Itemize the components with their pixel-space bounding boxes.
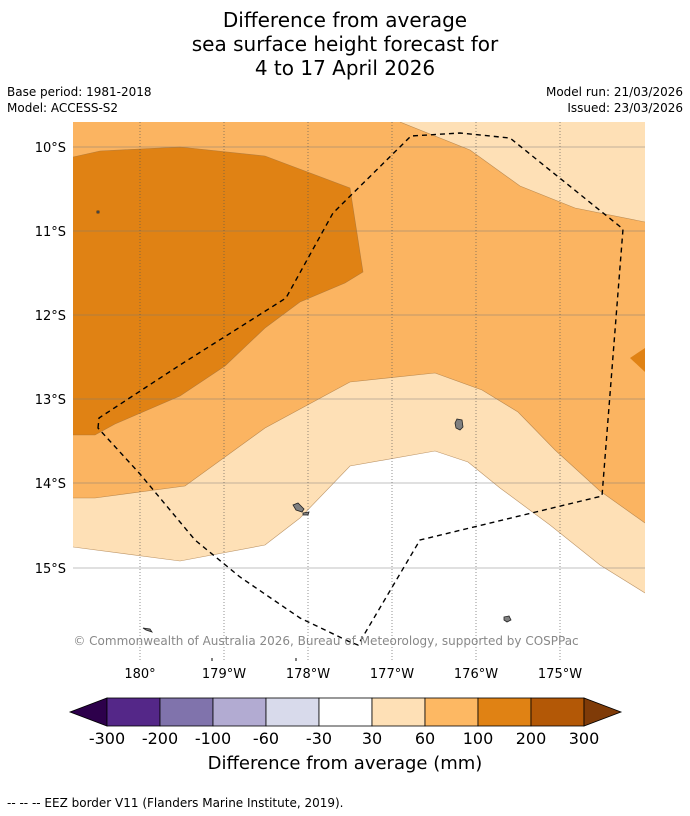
lat-label: 13°S: [35, 393, 66, 408]
lon-label: 178°W: [286, 667, 330, 682]
map-figure: © Commonwealth of Australia 2026, Bureau…: [35, 122, 645, 748]
island-tiny: [96, 210, 100, 214]
island-east: [454, 418, 464, 431]
lon-ticks: [211, 658, 297, 661]
lon-label: 179°W: [202, 667, 246, 682]
title-line-3: 4 to 17 April 2026: [254, 56, 436, 80]
colorbar: [68, 697, 623, 727]
title-line-1: Difference from average: [222, 8, 468, 32]
colorbar-tick: 60: [415, 729, 435, 748]
colorbar-low-extend: [68, 697, 108, 727]
colorbar-tick: -200: [142, 729, 178, 748]
eez-legend: -- -- -- EEZ border V11 (Flanders Marine…: [7, 796, 344, 810]
colorbar-tick: 200: [516, 729, 547, 748]
colorbar-swatch: [159, 697, 214, 727]
lat-label: 14°S: [35, 477, 66, 492]
colorbar-swatch: [318, 697, 373, 727]
lon-label: 180°: [124, 667, 155, 682]
copyright-text: © Commonwealth of Australia 2026, Bureau…: [73, 634, 578, 648]
lat-label: 10°S: [35, 141, 66, 156]
island-central: [292, 502, 305, 513]
model-run: Model run: 21/03/2026: [545, 85, 683, 99]
lat-label: 15°S: [35, 562, 66, 577]
lon-label: 177°W: [370, 667, 414, 682]
colorbar-tick: -300: [89, 729, 125, 748]
contour-lines: [73, 122, 645, 594]
colorbar-high-extend: [583, 697, 623, 727]
meta-left: Base period: 1981-2018 Model: ACCESS-S2: [7, 84, 152, 116]
lat-label: 12°S: [35, 309, 66, 324]
band-100-200-right: [630, 348, 645, 372]
colorbar-swatch: [371, 697, 426, 727]
title-line-2: sea surface height forecast for: [191, 32, 499, 56]
meta-right: Model run: 21/03/2026 Issued: 23/03/2026: [546, 84, 683, 116]
map-area: [73, 122, 645, 660]
colorbar-tick: 100: [463, 729, 494, 748]
colorbar-title: Difference from average (mm): [207, 753, 483, 774]
issued-date: Issued: 23/03/2026: [567, 101, 683, 115]
lon-label: 176°W: [454, 667, 498, 682]
islands: [96, 210, 512, 633]
model-name: Model: ACCESS-S2: [7, 101, 119, 115]
colorbar-tick: -100: [195, 729, 231, 748]
lon-labels: 180° 179°W 178°W 177°W 176°W 175°W: [124, 667, 582, 682]
lat-label: 11°S: [35, 225, 66, 240]
island-central-small: [302, 511, 310, 516]
eez-border: [97, 132, 624, 646]
colorbar-swatch: [106, 697, 161, 727]
base-period: Base period: 1981-2018: [7, 85, 152, 99]
colorbar-ticks: -300 -200 -100 -60 -30 30 60 100 200 300: [89, 729, 599, 748]
colorbar-swatch: [477, 697, 532, 727]
colorbar-swatch: [265, 697, 320, 727]
island-south: [503, 615, 512, 623]
colorbar-tick: -30: [306, 729, 332, 748]
colorbar-tick: -60: [253, 729, 279, 748]
colorbar-tick: 300: [569, 729, 600, 748]
colorbar-swatch: [212, 697, 267, 727]
island-southwest: [142, 627, 153, 633]
colorbar-tick: 30: [362, 729, 382, 748]
lon-label: 175°W: [538, 667, 582, 682]
chart-title: Difference from average sea surface heig…: [0, 8, 690, 80]
colorbar-swatch: [530, 697, 585, 727]
colorbar-swatch: [424, 697, 479, 727]
lat-labels: 10°S 11°S 12°S 13°S 14°S 15°S: [35, 141, 66, 577]
lat-gridlines: [73, 146, 645, 569]
band-100-200-left: [73, 147, 363, 435]
